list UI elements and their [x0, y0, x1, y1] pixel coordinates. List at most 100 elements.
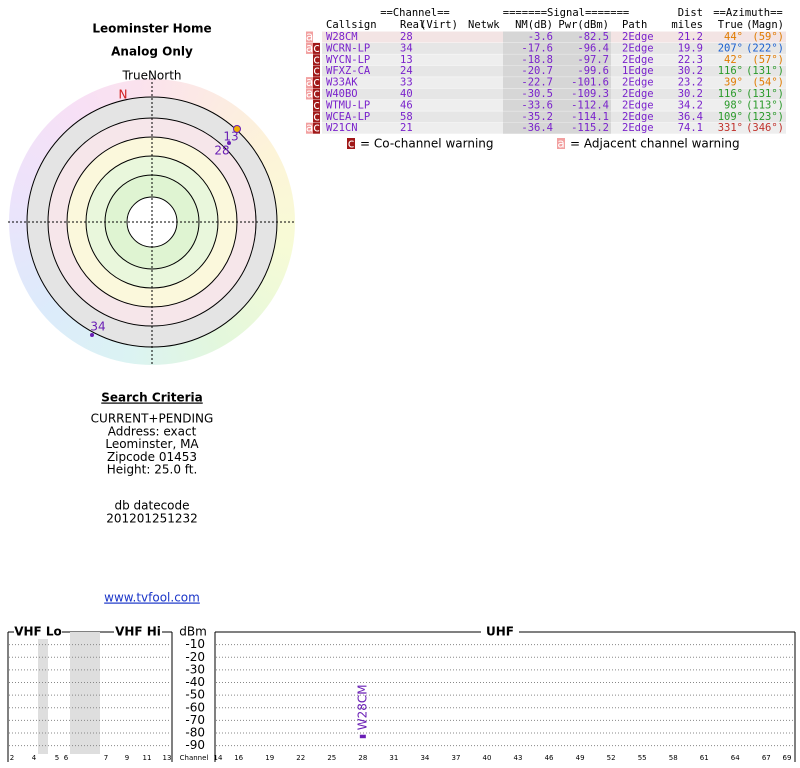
station-label: 34 [90, 320, 105, 334]
station-table: ==Channel== =======Signal======= Dist ==Azi… [306, 7, 786, 151]
cell-magn: (222°) [746, 42, 784, 54]
y-tick-label: -70 [185, 713, 205, 727]
compass: TrueNorth N 13 28 34 [8, 69, 296, 366]
cell-callsign: WYCN-LP [326, 54, 370, 66]
cell-path: 2Edge [622, 77, 654, 89]
column-header: NM(dB) [515, 19, 553, 31]
cell-magn: (59°) [752, 31, 784, 43]
cell-dist: 22.3 [678, 54, 703, 66]
flag: c [313, 87, 320, 101]
y-tick-label: -40 [185, 675, 205, 689]
flag-box [306, 42, 313, 54]
cell-magn: (123°) [746, 111, 784, 123]
cell-real: 28 [400, 31, 413, 43]
cell-real: 40 [400, 88, 413, 100]
signal-cell [503, 42, 611, 54]
group-header: =======Signal======= [503, 7, 629, 19]
cell-pwr: -115.2 [571, 122, 609, 134]
column-header: True [718, 19, 743, 31]
flag-box [306, 122, 313, 134]
flag: a [306, 121, 313, 135]
cell-magn: (131°) [746, 88, 784, 100]
x-tick-label: 19 [265, 754, 274, 762]
section-label-bg [114, 625, 162, 639]
cell-callsign: WTMU-LP [326, 99, 370, 111]
cell-dist: 36.4 [678, 111, 703, 123]
legend-text: = Co-channel warning [360, 137, 494, 151]
bar-label: W28CM [355, 684, 369, 730]
column-header: Path [622, 19, 647, 31]
signal-cell [503, 122, 611, 134]
station-dot [233, 125, 241, 133]
x-tick-label: 25 [327, 754, 336, 762]
y-tick-label: -60 [185, 700, 205, 714]
y-tick-label: -30 [185, 662, 205, 676]
cell-nm: -17.6 [521, 42, 553, 54]
flag-box [313, 77, 320, 89]
section-label: UHF [486, 625, 514, 639]
x-tick-label: 64 [731, 754, 740, 762]
datecode-label: db datecode [114, 499, 189, 513]
legend-flag: c [348, 137, 355, 151]
x-tick-label: 34 [420, 754, 429, 762]
subtitle: Analog Only [111, 45, 193, 59]
cell-real: 33 [400, 77, 413, 89]
x-tick-label: 5 [55, 754, 59, 762]
station-label: 13 [223, 130, 238, 144]
site-link[interactable]: www.tvfool.com [104, 591, 200, 605]
cell-nm: -20.7 [521, 65, 553, 77]
gap-band [70, 632, 100, 754]
section-label: VHF Hi [115, 625, 161, 639]
search-line: Zipcode 01453 [107, 450, 197, 464]
search-criteria: Search Criteria db datecode 201201251232… [91, 391, 214, 605]
search-title: Search Criteria [101, 391, 202, 405]
cell-nm: -35.2 [521, 111, 553, 123]
flag: c [313, 75, 320, 89]
datecode: 201201251232 [106, 512, 198, 526]
x-tick-label: 7 [104, 754, 108, 762]
y-axis-label: dBm [179, 625, 207, 639]
cell-dist: 30.2 [678, 65, 703, 77]
cell-true: 116° [718, 88, 743, 100]
column-header: (Virt) [420, 19, 458, 31]
x-tick-label: 6 [64, 754, 69, 762]
cell-real: 13 [400, 54, 413, 66]
y-tick-label: -80 [185, 726, 205, 740]
cell-true: 42° [724, 54, 743, 66]
cell-magn: (113°) [746, 99, 784, 111]
x-tick-label: 52 [607, 754, 616, 762]
station-dot [227, 141, 231, 145]
legend-text: = Adjacent channel warning [570, 137, 740, 151]
cell-true: 207° [718, 42, 743, 54]
cell-pwr: -99.6 [577, 65, 609, 77]
flag: a [306, 30, 313, 44]
cell-true: 39° [724, 77, 743, 89]
y-tick-label: -90 [185, 738, 205, 752]
search-line: Leominster, MA [105, 437, 199, 451]
cell-path: 2Edge [622, 31, 654, 43]
signal-cell [503, 99, 611, 111]
flag-box [306, 31, 313, 43]
cell-nm: -22.7 [521, 77, 553, 89]
cell-callsign: W33AK [326, 77, 358, 89]
signal-bar [359, 734, 366, 739]
cell-nm: -33.6 [521, 99, 553, 111]
column-header: miles [671, 19, 703, 31]
x-tick-label: 22 [296, 754, 305, 762]
section-label-bg [481, 625, 519, 639]
x-tick-label: 28 [358, 754, 367, 762]
y-tick-label: -10 [185, 637, 205, 651]
flag-box [313, 99, 320, 111]
flag-box [313, 42, 320, 54]
search-line: Address: exact [108, 424, 197, 438]
section-label: VHF Lo [14, 625, 62, 639]
cell-path: 2Edge [622, 54, 654, 66]
signal-cell [503, 77, 611, 89]
cell-magn: (346°) [746, 122, 784, 134]
flag: a [306, 87, 313, 101]
cell-real: 46 [400, 99, 413, 111]
cell-true: 44° [724, 31, 743, 43]
x-tick-label: 49 [576, 754, 585, 762]
